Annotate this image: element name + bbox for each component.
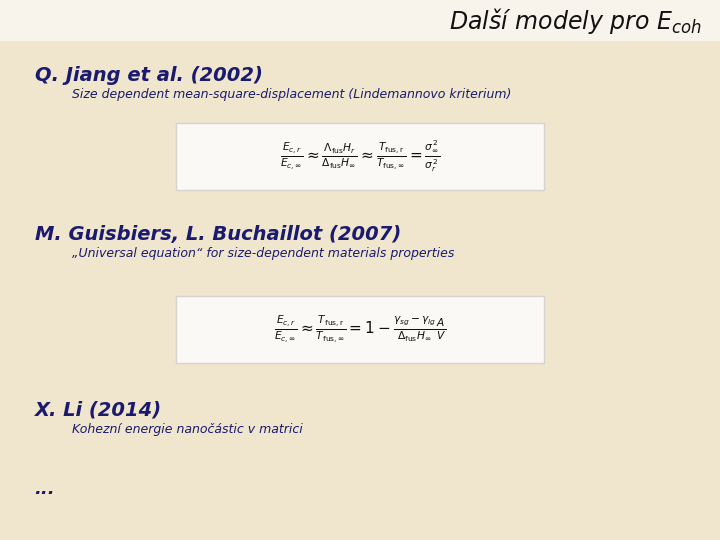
FancyBboxPatch shape — [176, 123, 544, 191]
Text: „Universal equation“ for size-dependent materials properties: „Universal equation“ for size-dependent … — [72, 247, 454, 260]
Bar — [0, 0, 720, 40]
Text: Size dependent mean-square-displacement (Lindemannovo kriterium): Size dependent mean-square-displacement … — [72, 88, 511, 101]
Text: $\it{Další\ modely\ pro\ }E_{coh}$: $\it{Další\ modely\ pro\ }E_{coh}$ — [449, 5, 702, 36]
Text: $\frac{E_{c,r}}{E_{c,\infty}} \approx \frac{\Lambda_{\rm fus}H_r}{\Delta_{\rm fu: $\frac{E_{c,r}}{E_{c,\infty}} \approx \f… — [280, 139, 440, 174]
Text: $\frac{E_{c,r}}{E_{c,\infty}} \approx \frac{T_{\rm fus,r}}{T_{\rm fus,\infty}} =: $\frac{E_{c,r}}{E_{c,\infty}} \approx \f… — [274, 314, 446, 345]
Text: X. Li (2014): X. Li (2014) — [35, 401, 162, 420]
Text: Q. Jiang et al. (2002): Q. Jiang et al. (2002) — [35, 66, 262, 85]
Text: M. Guisbiers, L. Buchaillot (2007): M. Guisbiers, L. Buchaillot (2007) — [35, 225, 401, 245]
FancyBboxPatch shape — [176, 296, 544, 363]
Text: Kohezní energie nanočástic v matrici: Kohezní energie nanočástic v matrici — [72, 423, 302, 436]
Text: ...: ... — [35, 480, 55, 498]
